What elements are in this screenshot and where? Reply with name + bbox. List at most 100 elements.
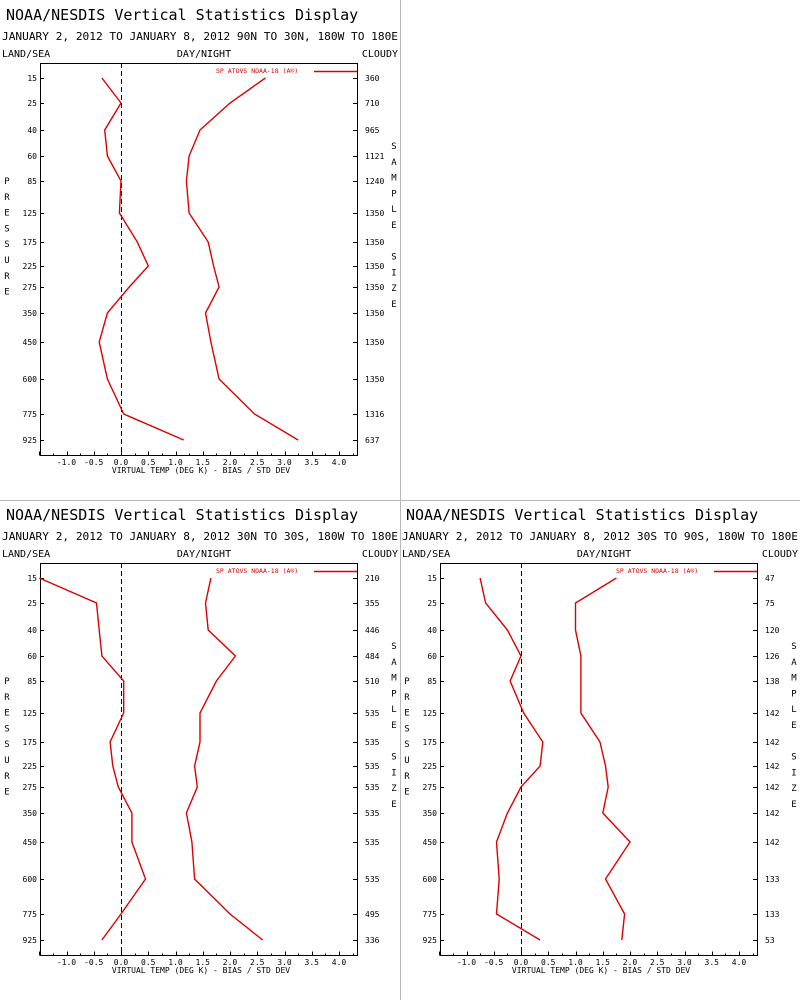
pressure-tick-label: 225 (23, 762, 38, 771)
chart-subtitle: JANUARY 2, 2012 TO JANUARY 8, 2012 90N T… (2, 32, 398, 43)
x-tick-label: 4.0 (732, 958, 747, 967)
x-tick-label: 3.0 (277, 958, 292, 967)
x-tick-label: -1.0 (57, 458, 76, 467)
sample-size-label: 142 (765, 809, 780, 818)
pressure-tick-label: 15 (27, 74, 37, 83)
chart-title: NOAA/NESDIS Vertical Statistics Display (406, 506, 758, 524)
x-tick-label: -0.5 (484, 958, 503, 967)
sample-size-label: 965 (365, 126, 380, 135)
sample-size-label: 1350 (365, 209, 384, 218)
sample-size-label: 1350 (365, 238, 384, 247)
sample-size-label: 535 (365, 738, 380, 747)
sample-size-label: 1316 (365, 410, 384, 419)
x-tick-label: 2.5 (250, 958, 265, 967)
x-tick-label: 1.0 (168, 958, 183, 967)
sample-size-label: 535 (365, 875, 380, 884)
pressure-tick-label: 450 (23, 338, 38, 347)
bias-line (479, 577, 544, 941)
x-tick-label: -1.0 (457, 958, 476, 967)
pressure-tick-label: 775 (23, 410, 38, 419)
x-tick-label: 1.5 (196, 958, 211, 967)
pressure-tick-label: 40 (27, 626, 37, 635)
x-tick-label: 0.0 (114, 958, 129, 967)
sample-size-label: 1121 (365, 152, 384, 161)
chart-panel-3: NOAA/NESDIS Vertical Statistics Display J… (402, 506, 798, 975)
pressure-tick-label: 25 (27, 99, 37, 108)
legend-label: SP ATOVS NOAA-18 (A®) (216, 567, 298, 575)
sample-size-label: 133 (765, 875, 780, 884)
x-tick-label: -0.5 (84, 958, 103, 967)
sample-size-label: 637 (365, 436, 380, 445)
plot-frame (40, 63, 358, 456)
x-tick-label: 2.5 (650, 958, 665, 967)
pressure-tick-label: 125 (23, 209, 38, 218)
sample-size-label: 1350 (365, 338, 384, 347)
pressure-tick-label: 600 (23, 375, 38, 384)
day-night-label: DAY/NIGHT (177, 549, 231, 560)
cloudy-label: CLOUDY (762, 549, 798, 560)
pressure-tick-label: 225 (23, 262, 38, 271)
x-tick-label: 0.5 (141, 958, 156, 967)
sample-size-label: 142 (765, 738, 780, 747)
sample-size-label: 484 (365, 652, 380, 661)
x-tick-label: 2.0 (623, 958, 638, 967)
x-tick-label: 4.0 (332, 458, 347, 467)
std-dev-line (574, 577, 631, 941)
chart-panel-1: NOAA/NESDIS Vertical Statistics Display J… (2, 6, 398, 475)
sample-size-label: 53 (765, 936, 775, 945)
x-tick-label: 3.0 (677, 958, 692, 967)
day-night-label: DAY/NIGHT (577, 549, 631, 560)
x-tick-label: 0.5 (141, 458, 156, 467)
sample-size-label: 142 (765, 838, 780, 847)
chart-subtitle: JANUARY 2, 2012 TO JANUARY 8, 2012 30S T… (402, 532, 798, 543)
sample-size-label: 142 (765, 762, 780, 771)
pressure-tick-label: 85 (27, 677, 37, 686)
x-tick-label: 1.0 (568, 958, 583, 967)
sample-size-label: 336 (365, 936, 380, 945)
x-tick-label: 0.5 (541, 958, 556, 967)
cloudy-label: CLOUDY (362, 549, 398, 560)
plot-frame (40, 563, 358, 956)
sample-size-label: 495 (365, 910, 380, 919)
sample-size-label: 1350 (365, 262, 384, 271)
sample-size-label: 355 (365, 599, 380, 608)
x-tick-label: 1.0 (168, 458, 183, 467)
sample-size-label: 1350 (365, 375, 384, 384)
pressure-tick-label: 60 (27, 652, 37, 661)
pressure-tick-label: 775 (23, 910, 38, 919)
legend-label: SP ATOVS NOAA-18 (A®) (616, 567, 698, 575)
pressure-tick-label: 40 (27, 126, 37, 135)
sample-size-label: 535 (365, 783, 380, 792)
sample-size-label: 142 (765, 783, 780, 792)
sample-size-label: 138 (765, 677, 780, 686)
x-tick-label: 3.5 (305, 458, 320, 467)
x-tick-label: 4.0 (332, 958, 347, 967)
pressure-tick-label: 350 (23, 809, 38, 818)
pressure-tick-label: 15 (27, 574, 37, 583)
bias-line (98, 77, 184, 441)
pressure-tick-label: 600 (23, 875, 38, 884)
sample-size-label: 47 (765, 574, 775, 583)
pressure-tick-label: 350 (423, 809, 438, 818)
cloudy-label: CLOUDY (362, 49, 398, 60)
bias-line (39, 577, 147, 941)
x-tick-label: 3.5 (305, 958, 320, 967)
pressure-tick-label: 125 (23, 709, 38, 718)
pressure-tick-label: 125 (423, 709, 438, 718)
x-tick-label: 3.5 (705, 958, 720, 967)
pressure-tick-label: 600 (423, 875, 438, 884)
x-tick-label: 2.5 (250, 458, 265, 467)
pressure-tick-label: 60 (427, 652, 437, 661)
x-tick-label: 1.5 (596, 958, 611, 967)
sample-size-label: 142 (765, 709, 780, 718)
sample-size-label: 535 (365, 762, 380, 771)
x-tick-label: 3.0 (277, 458, 292, 467)
sample-size-label: 710 (365, 99, 380, 108)
sample-size-label: 1350 (365, 309, 384, 318)
